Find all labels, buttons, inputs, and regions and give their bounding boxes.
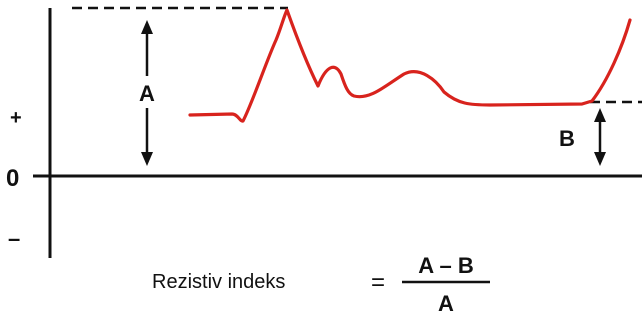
marker-b-label: B bbox=[559, 126, 575, 151]
formula-label: Rezistiv indeks bbox=[152, 271, 285, 293]
doppler-waveform bbox=[188, 8, 632, 123]
a-double-arrow bbox=[141, 20, 153, 166]
formula-numerator: A – B bbox=[418, 253, 473, 278]
marker-a-label: A bbox=[139, 81, 155, 106]
b-double-arrow bbox=[594, 108, 606, 166]
axis-plus-label: + bbox=[10, 107, 22, 129]
formula-equals: = bbox=[371, 269, 385, 296]
axis-zero-label: 0 bbox=[6, 165, 19, 192]
axis-minus-label: – bbox=[8, 226, 20, 251]
formula-denominator: A bbox=[438, 291, 454, 316]
